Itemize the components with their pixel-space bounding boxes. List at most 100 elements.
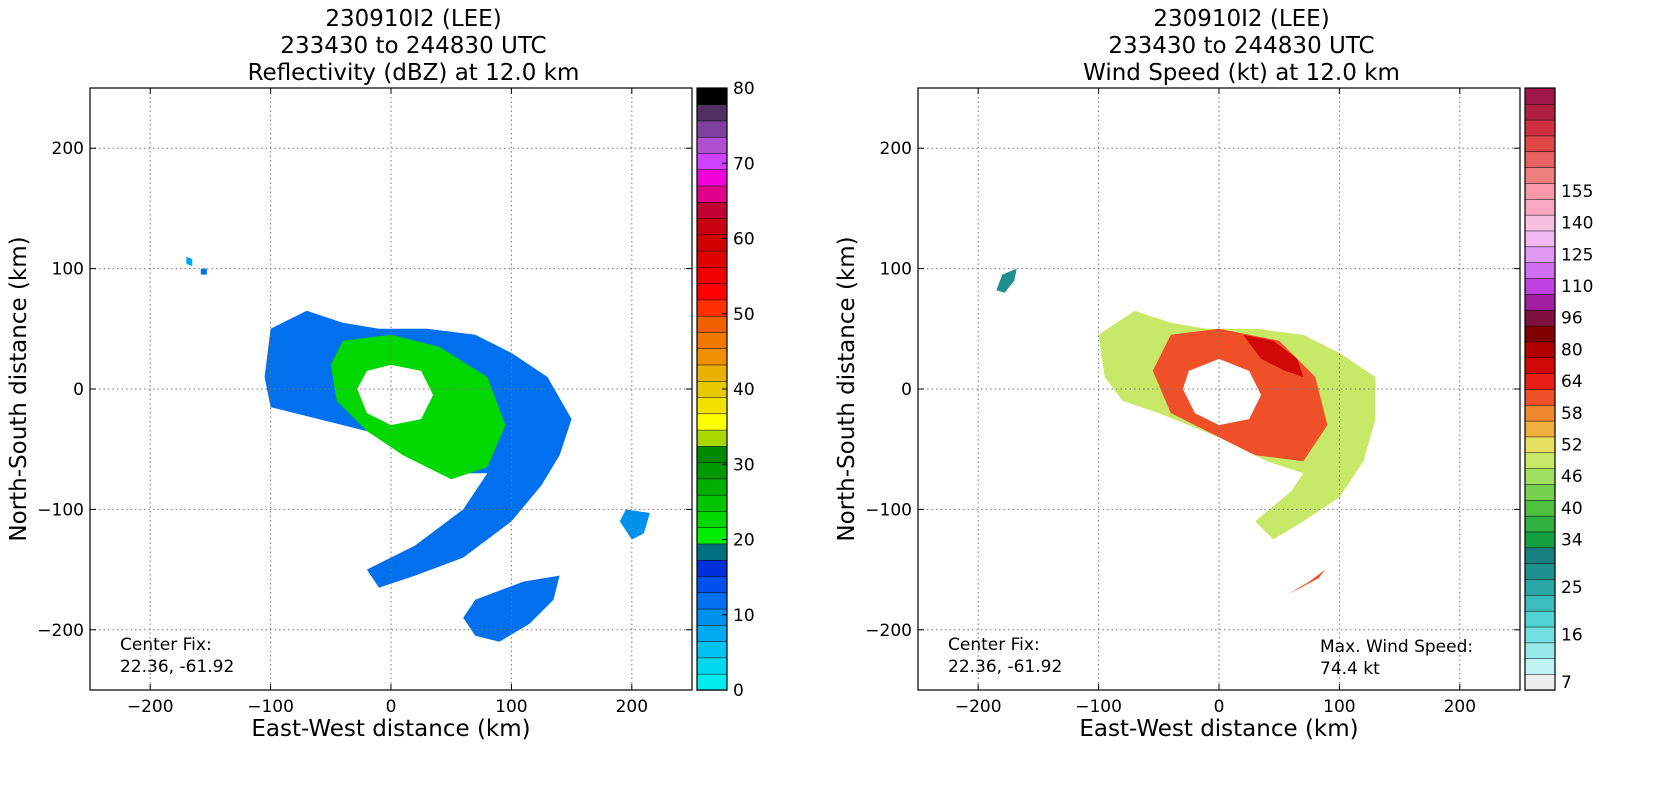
x-tick-label: 200 [1444, 697, 1476, 717]
colorbar-segment-9 [696, 527, 728, 545]
colorbar-segment-26 [696, 250, 728, 268]
y-tick-label: 200 [880, 139, 912, 159]
colorbar-tick-label: 80 [1561, 340, 1583, 360]
x-tick-label: 100 [495, 697, 527, 717]
colorbar-segment-8 [696, 543, 728, 561]
colorbar-segment-2 [696, 640, 728, 659]
colorbar-segment-4 [696, 608, 728, 626]
center-fix-value: 22.36, -61.92 [948, 657, 1062, 677]
colorbar-segment-3 [1524, 626, 1556, 644]
colorbar-segment-11 [1524, 499, 1556, 517]
colorbar-segment-1 [1524, 658, 1556, 675]
colorbar-segment-20 [696, 348, 728, 366]
x-axis-label: East-West distance (km) [1079, 716, 1358, 742]
echo-region-5 [186, 256, 193, 267]
colorbar-segment-31 [696, 169, 728, 187]
colorbar-segment-18 [1524, 388, 1556, 406]
colorbar-segment-19 [696, 364, 728, 382]
colorbar-segment-1 [696, 657, 728, 675]
colorbar-segment-6 [696, 575, 728, 594]
colorbar-tick-label: 46 [1561, 467, 1583, 487]
colorbar-segment-21 [1524, 341, 1556, 358]
wind-speed-panel: 230910I2 (LEE) 233430 to 244830 UTC Wind… [828, 0, 1655, 787]
colorbar-tick-label: 70 [733, 154, 755, 174]
panel-title-line-1: 230910I2 (LEE) [1153, 6, 1330, 32]
echo-region-2 [1182, 358, 1262, 426]
y-axis-label: North-South distance (km) [834, 236, 860, 541]
colorbar-tick-label: 25 [1561, 578, 1583, 598]
panel-title-line-3: Wind Speed (kt) at 12.0 km [1083, 60, 1400, 86]
colorbar-segment-26 [1524, 262, 1556, 279]
panel-title-line-2: 233430 to 244830 UTC [1108, 33, 1375, 59]
x-tick-label: −100 [247, 697, 294, 717]
colorbar-segment-36 [1524, 103, 1556, 121]
colorbar-segment-3 [696, 624, 728, 642]
colorbar-segment-27 [696, 234, 728, 252]
colorbar-segment-19 [1524, 372, 1556, 390]
colorbar-segment-22 [696, 315, 728, 333]
colorbar-tick-label: 96 [1561, 309, 1583, 329]
x-tick-label: −200 [127, 697, 174, 717]
colorbar-tick-label: 155 [1561, 182, 1593, 202]
x-tick-label: −100 [1075, 697, 1122, 717]
colorbar-segment-7 [1524, 563, 1556, 580]
colorbar-segment-6 [1524, 578, 1556, 596]
colorbar-segment-0 [696, 673, 728, 691]
echo-region-4 [1288, 569, 1325, 594]
colorbar-segment-15 [1524, 436, 1556, 454]
panel-title-line-2: 233430 to 244830 UTC [280, 33, 547, 59]
panel-title-line-1: 230910I2 (LEE) [325, 6, 502, 32]
echo-region-6 [200, 268, 207, 275]
colorbar-tick-label: 125 [1561, 245, 1593, 265]
colorbar-segment-17 [1524, 404, 1556, 422]
colorbar-tick-label: 58 [1561, 404, 1583, 424]
colorbar-segment-32 [1524, 166, 1556, 184]
colorbar-segment-5 [1524, 594, 1556, 612]
colorbar-segment-14 [696, 445, 728, 463]
colorbar-segment-17 [696, 396, 728, 415]
colorbar-tick-label: 40 [1561, 499, 1583, 519]
colorbar-segment-32 [696, 152, 728, 171]
center-fix-label: Center Fix: [948, 635, 1040, 655]
colorbar-segment-20 [1524, 357, 1556, 374]
echo-region-2 [357, 364, 434, 426]
y-tick-label: 100 [880, 260, 912, 280]
x-tick-label: −200 [955, 697, 1002, 717]
y-tick-label: −200 [37, 621, 84, 641]
colorbar-tick-label: 50 [733, 305, 755, 325]
center-fix-label: Center Fix: [120, 635, 212, 655]
colorbar-segment-28 [1524, 230, 1556, 248]
colorbar-segment-30 [1524, 198, 1556, 216]
colorbar-segment-21 [696, 331, 728, 349]
colorbar-segment-22 [1524, 325, 1556, 343]
colorbar-segment-0 [1524, 673, 1556, 691]
wind-speed-chart: −200 −100 0 100 200 −200 −100 0 100 200 East-West … [834, 87, 1593, 742]
colorbar-segment-28 [696, 217, 728, 236]
colorbar-segment-7 [696, 559, 728, 577]
colorbar-segment-23 [1524, 309, 1556, 327]
colorbar-segment-11 [696, 494, 728, 512]
x-tick-label: 0 [1214, 697, 1225, 717]
y-axis-label: North-South distance (km) [6, 236, 32, 541]
x-tick-label: 200 [616, 697, 648, 717]
colorbar-tick-label: 40 [733, 380, 755, 400]
colorbar-segment-34 [696, 120, 728, 138]
y-tick-label: −100 [865, 500, 912, 520]
colorbar-frame [1524, 87, 1556, 691]
colorbar-segment-29 [696, 201, 728, 219]
colorbar-tick-label: 0 [733, 681, 744, 701]
x-tick-label: 0 [386, 697, 397, 717]
y-tick-label: −200 [865, 621, 912, 641]
colorbar-segment-10 [696, 510, 728, 528]
colorbar-tick-label: 80 [733, 79, 755, 99]
colorbar-segment-14 [1524, 452, 1556, 469]
colorbar-tick-label: 60 [733, 230, 755, 250]
colorbar-tick-label: 7 [1561, 673, 1572, 693]
colorbar-segment-9 [1524, 531, 1556, 549]
colorbar-segment-2 [1524, 642, 1556, 659]
colorbar-tick-label: 64 [1561, 372, 1583, 392]
colorbar-segment-13 [1524, 467, 1556, 485]
plot-area [186, 256, 650, 642]
y-tick-label: 0 [901, 380, 912, 400]
y-tick-label: 100 [52, 260, 84, 280]
